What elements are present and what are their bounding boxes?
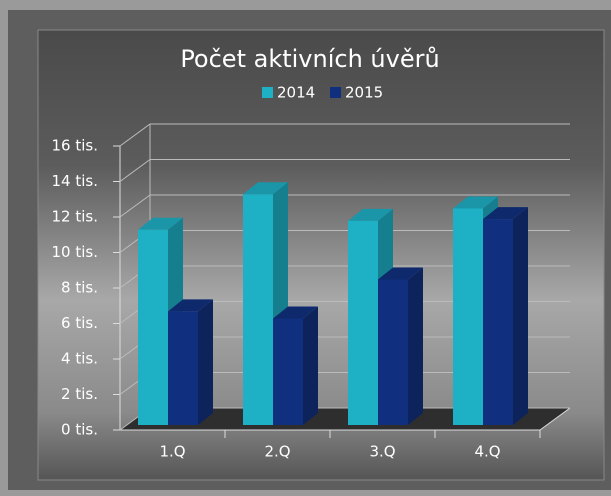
bar-side [408,267,423,425]
y-tick-label: 10 tis. [52,243,99,261]
x-tick-label: 3.Q [369,443,395,461]
y-tick-label: 2 tis. [61,385,98,403]
bar-front [168,311,198,425]
legend-swatch [330,87,341,98]
grid-line [119,194,151,218]
y-tick-label: 6 tis. [61,314,98,332]
x-tick-label: 1.Q [159,443,185,461]
bar-front [243,194,273,425]
bar-front [138,229,168,425]
y-tick-label: 4 tis. [61,350,98,368]
bar-front [483,219,513,425]
grid-line [119,159,151,182]
bar [243,182,288,425]
y-tick-label: 14 tis. [52,172,99,190]
x-tick-label: 2.Q [264,443,290,461]
bar [378,267,423,425]
bar-front [273,318,303,425]
y-tick-label: 12 tis. [52,208,99,226]
bar-top [348,208,393,221]
y-tick-label: 0 tis. [61,421,98,439]
bar-front [348,220,378,425]
bar-side [303,306,318,425]
legend-label: 2015 [345,84,383,102]
bar-top [483,207,528,220]
bar-top [243,182,288,195]
chart-title: Počet aktivních úvěrů [180,45,439,73]
bar-top [273,306,318,319]
y-tick-label: 16 tis. [52,137,99,155]
grid-line [119,123,151,147]
bar [168,299,213,425]
legend-label: 2014 [277,84,315,102]
bar-top [168,299,213,312]
bar-side [198,299,213,425]
bar-top [453,196,498,209]
axis-line [539,407,571,431]
bar [273,306,318,425]
bar [483,207,528,425]
bar-front [453,208,483,425]
y-tick-label: 8 tis. [61,279,98,297]
bar-top [138,217,183,230]
bar-front [378,279,408,425]
x-tick-label: 4.Q [474,443,500,461]
legend-swatch [262,87,273,98]
bar-top [378,267,423,280]
bar-side [513,207,528,425]
